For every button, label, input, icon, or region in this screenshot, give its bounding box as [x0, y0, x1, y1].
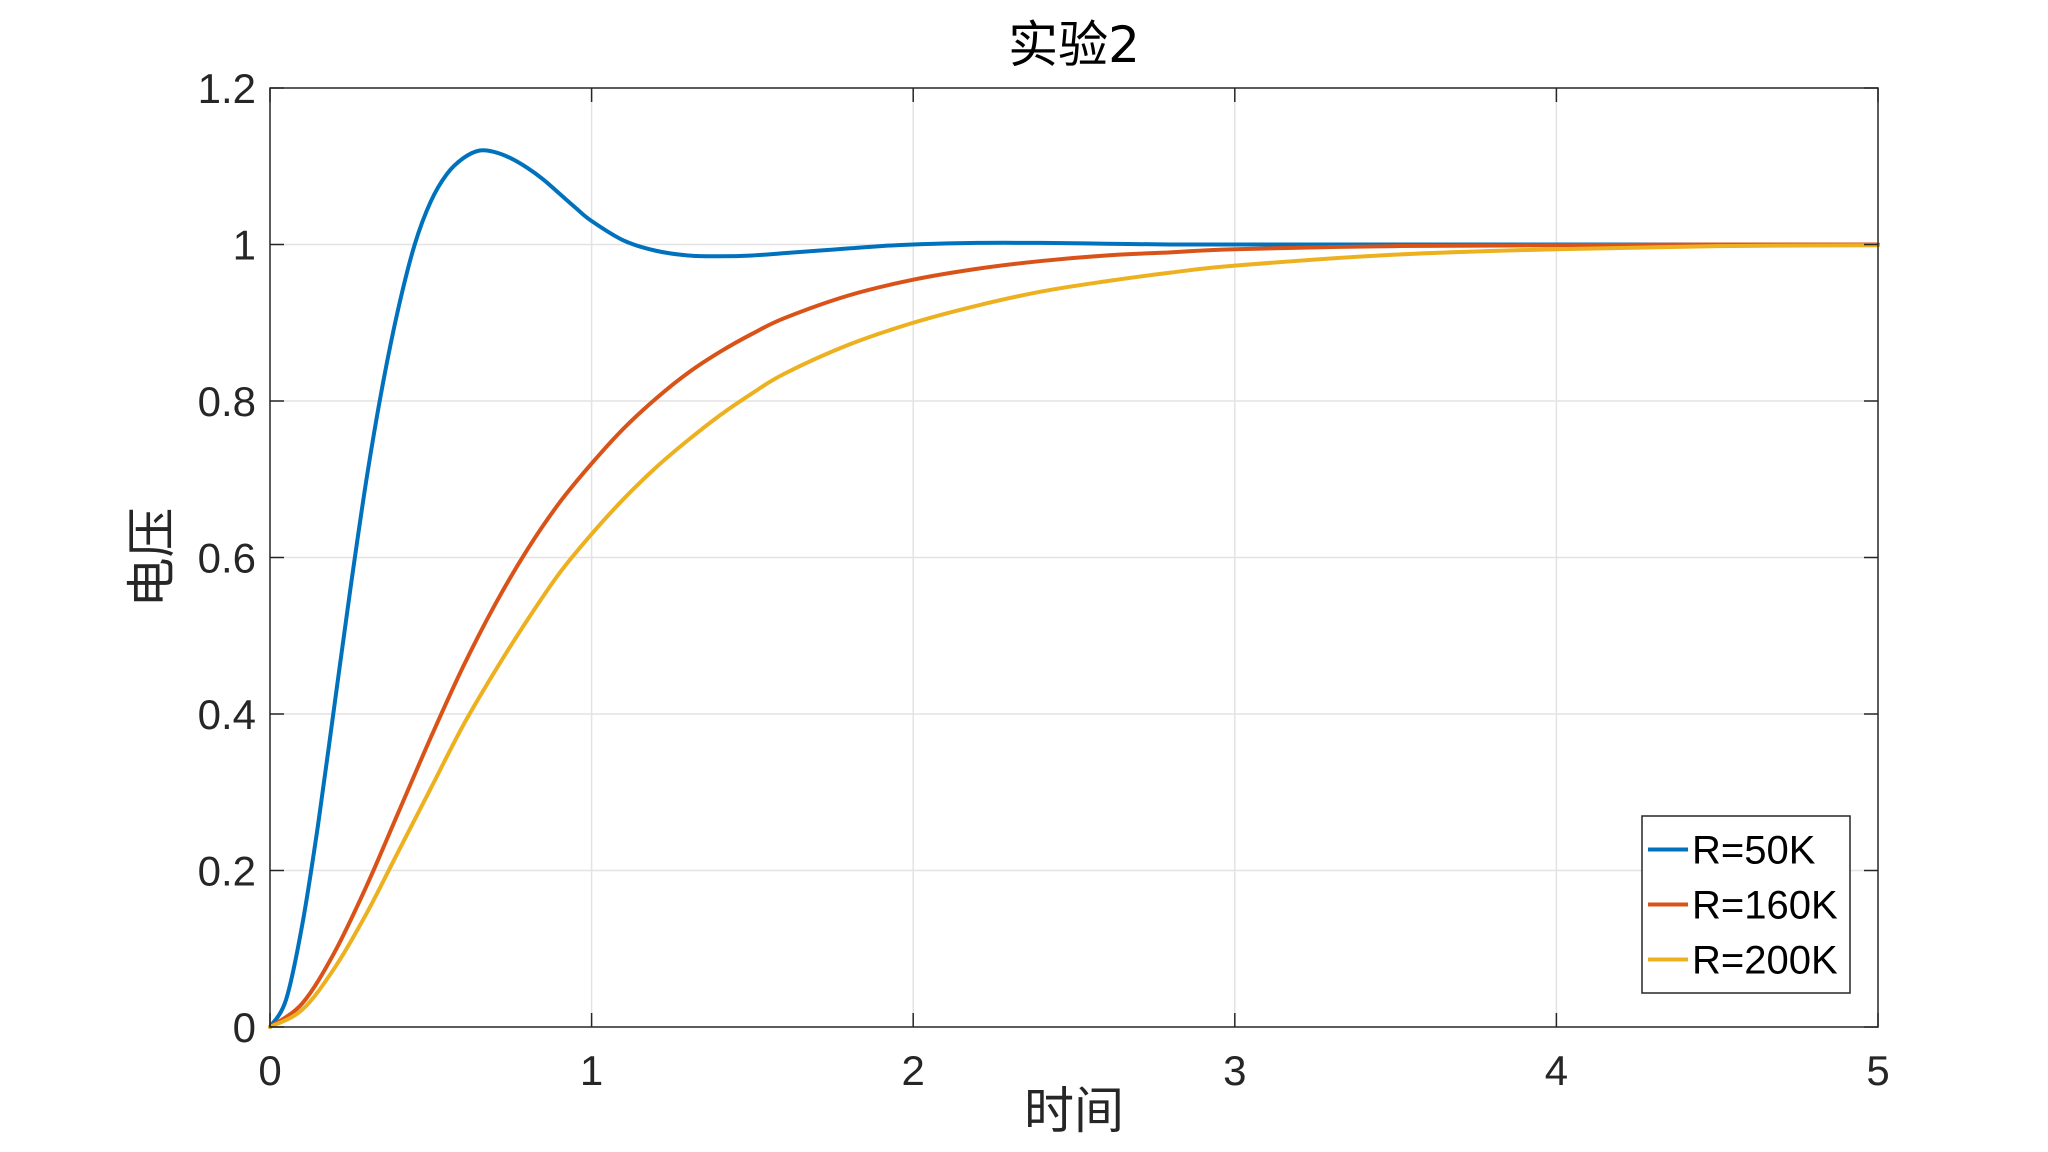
x-tick-label: 1 [580, 1047, 603, 1094]
y-axis-tick-labels: 0 0.2 0.4 0.6 0.8 1 1.2 [198, 65, 256, 1051]
y-tick-label: 0.2 [198, 848, 256, 895]
series-lines [268, 148, 1880, 1029]
x-tick-label: 0 [258, 1047, 281, 1094]
y-tick-label: 0.4 [198, 691, 256, 738]
x-axis-tick-labels: 0 1 2 3 4 5 [258, 1047, 1889, 1094]
y-tick-label: 1.2 [198, 65, 256, 112]
x-tick-label: 2 [902, 1047, 925, 1094]
y-tick-label: 0.6 [198, 535, 256, 582]
legend: R=50K R=160K R=200K [1641, 815, 1851, 994]
axis-ticks [269, 87, 1879, 1028]
y-tick-label: 1 [233, 222, 256, 269]
chart-title: 实验2 [1008, 16, 1140, 74]
legend-label-1: R=50K [1692, 829, 1816, 873]
y-tick-label: 0.8 [198, 378, 256, 425]
series-line-2 [268, 242, 1880, 1029]
legend-label-3: R=200K [1692, 939, 1838, 983]
legend-label-2: R=160K [1692, 884, 1838, 928]
y-axis-title: 电压 [123, 508, 181, 608]
x-tick-label: 4 [1545, 1047, 1568, 1094]
y-tick-label: 0 [233, 1004, 256, 1051]
x-axis-title: 时间 [1024, 1082, 1124, 1140]
series-line-3 [268, 243, 1880, 1029]
series-line-1 [268, 148, 1880, 1029]
x-tick-label: 3 [1223, 1047, 1246, 1094]
x-tick-label: 5 [1866, 1047, 1889, 1094]
